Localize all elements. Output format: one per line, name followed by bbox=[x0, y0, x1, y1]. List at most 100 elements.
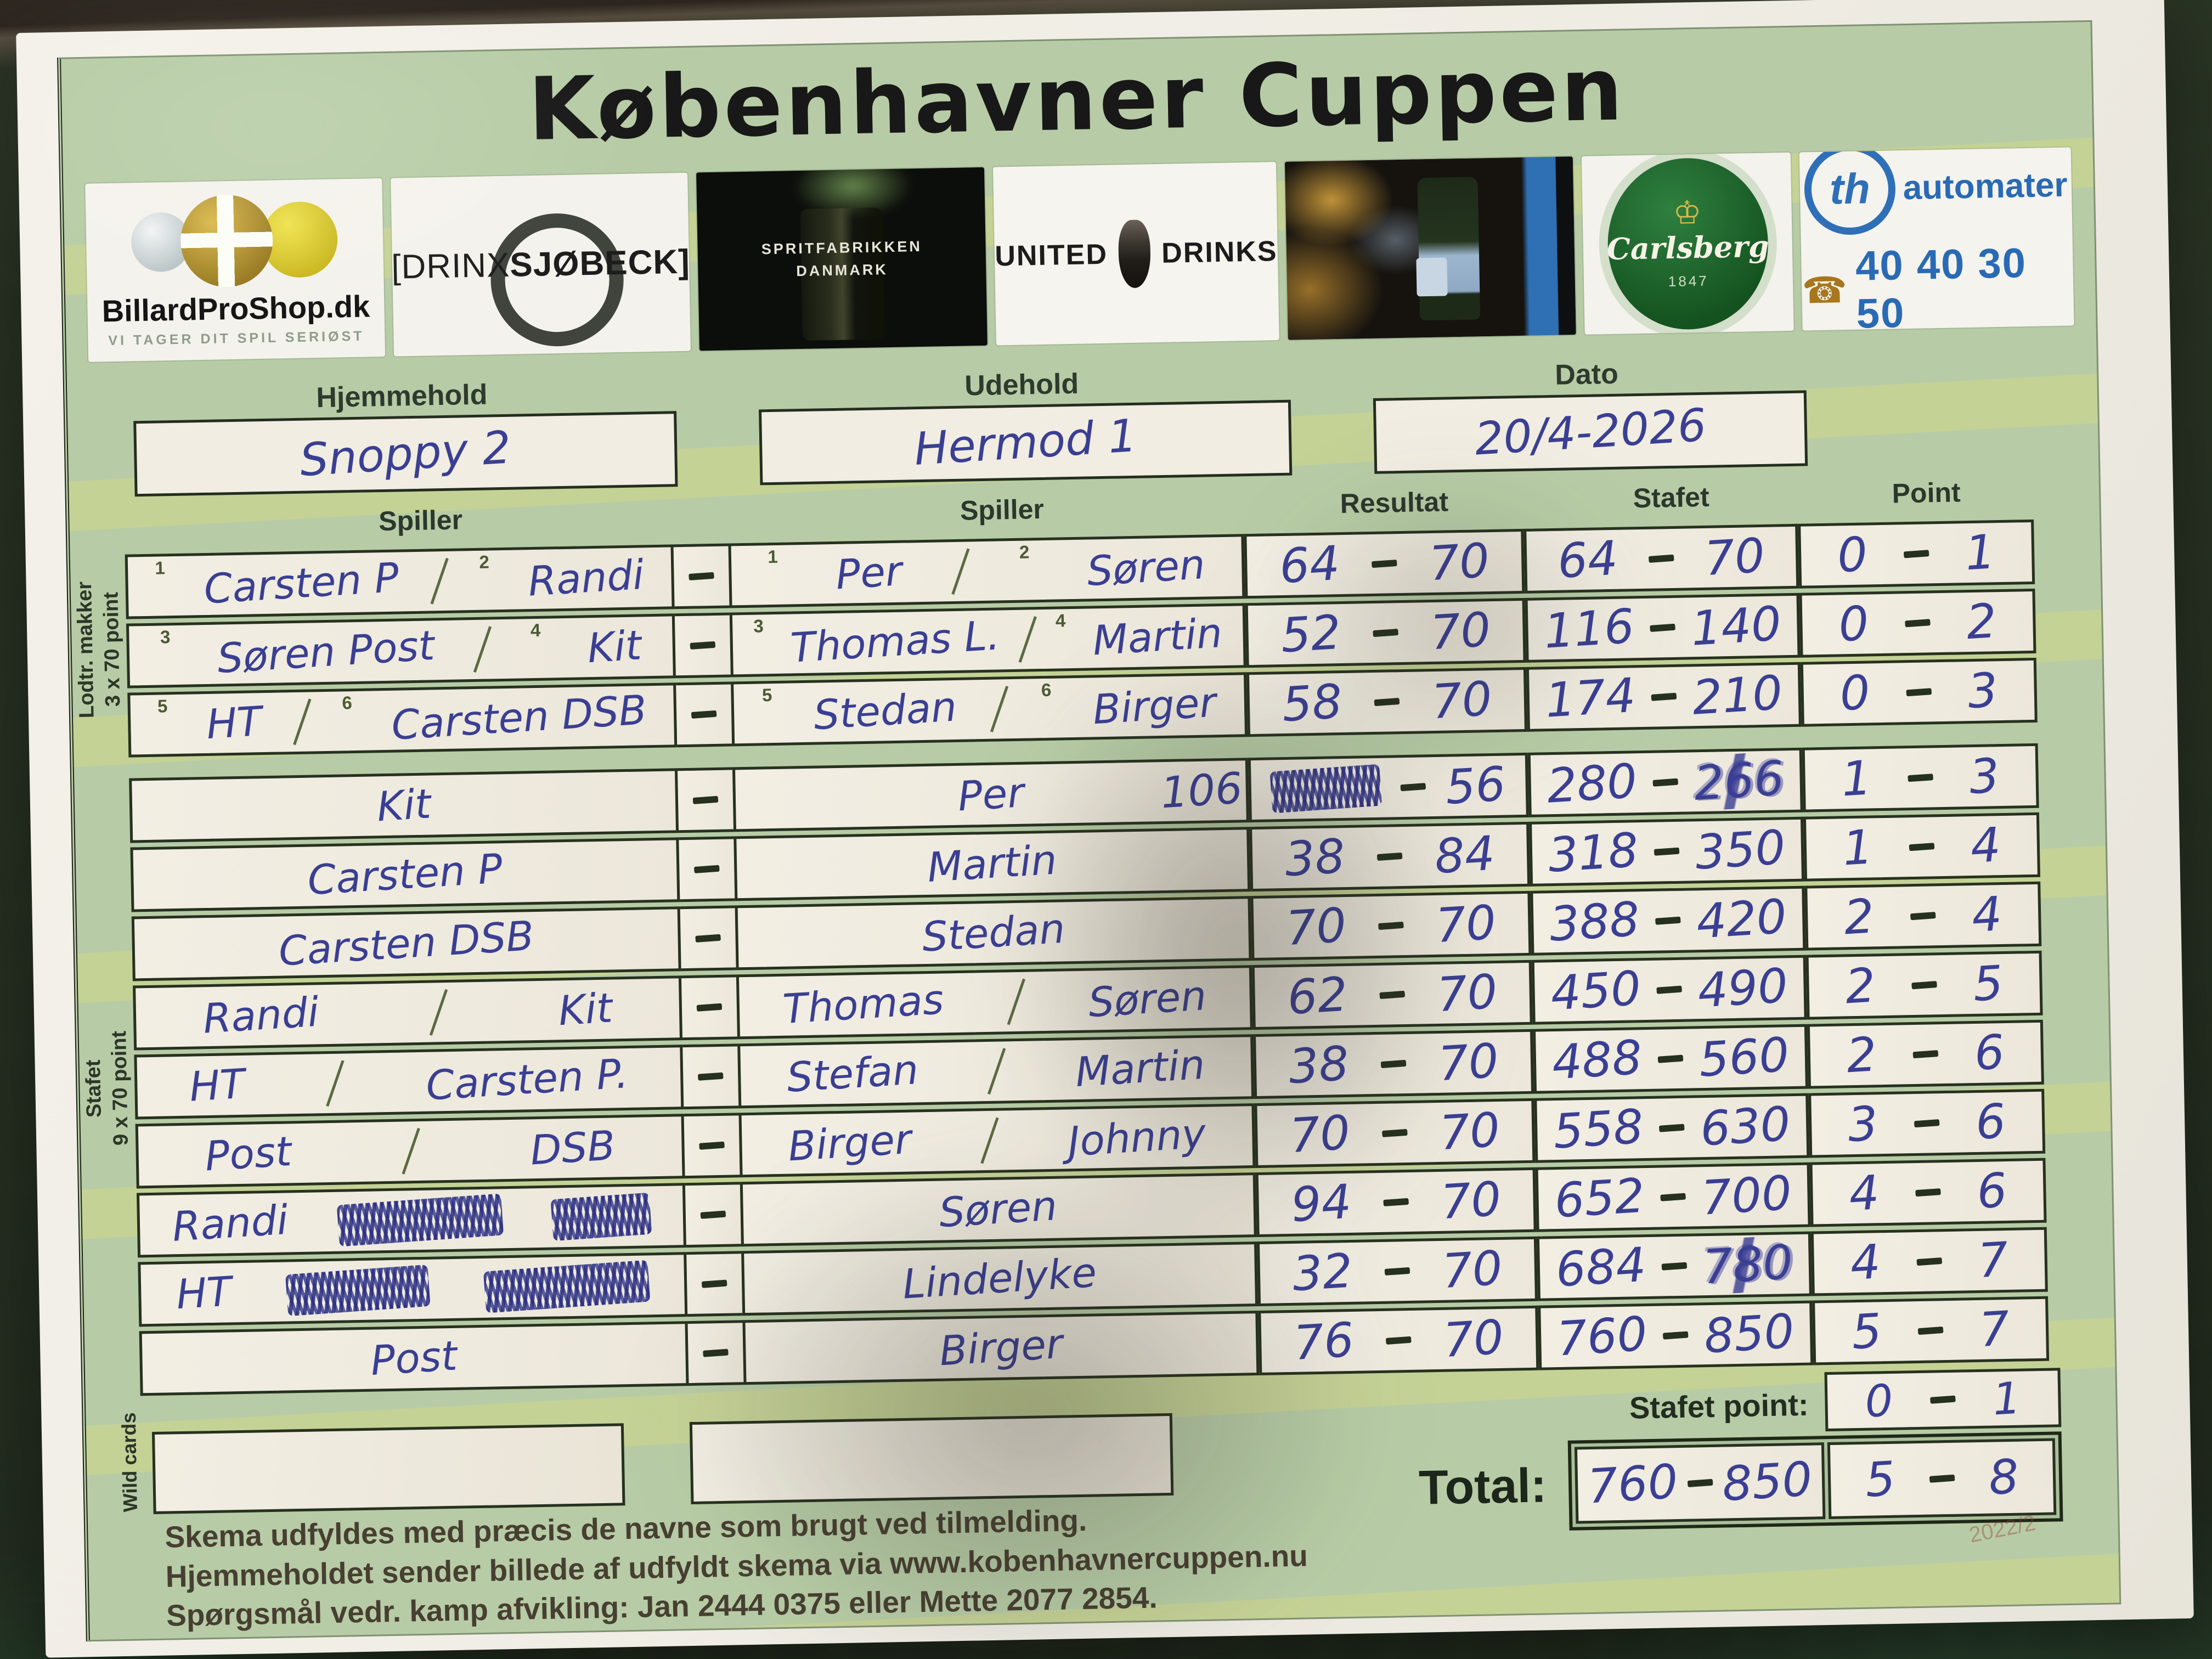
column-header-point: Point bbox=[1892, 477, 1961, 509]
ink-text: 850 bbox=[1702, 1304, 1796, 1364]
pair-number: 2 bbox=[1019, 541, 1030, 562]
player-cell-away: Lindelyke bbox=[741, 1242, 1259, 1316]
stafet-cell: 450 490 bbox=[1531, 955, 1807, 1025]
resultat-cell: 64 70 bbox=[1244, 528, 1525, 599]
printed-dash bbox=[1915, 1188, 1941, 1197]
ink-text: Carsten P. bbox=[424, 1050, 630, 1110]
ink-text: 488 bbox=[1550, 1030, 1644, 1091]
sponsor-name: SPRITFABRIKKEN bbox=[761, 238, 923, 258]
printed-dash bbox=[1658, 1124, 1685, 1132]
printed-slash bbox=[951, 548, 970, 595]
ink-text: 116 bbox=[1542, 599, 1636, 659]
ink-text: Kit bbox=[375, 780, 432, 831]
printed-slash bbox=[1018, 616, 1037, 663]
printed-dash bbox=[690, 641, 716, 650]
ink-text: Stefan bbox=[785, 1046, 920, 1102]
printed-dash bbox=[1930, 1395, 1956, 1404]
printed-slash bbox=[1007, 978, 1025, 1025]
ink-text: Carsten DSB bbox=[277, 912, 535, 975]
printed-dash bbox=[1374, 697, 1400, 707]
printed-dash bbox=[1656, 985, 1683, 994]
ink-text: Randi bbox=[527, 551, 646, 606]
stafet-cell: 280 266 bbox=[1527, 747, 1803, 817]
stafet-point-home: 0 bbox=[1863, 1374, 1895, 1427]
printed-slash bbox=[293, 698, 312, 746]
ink-text: Thomas bbox=[781, 976, 945, 1034]
sponsor-drinxsjobeck: [DRINXSJØBECK] bbox=[391, 172, 691, 357]
ink-text: Søren bbox=[1086, 540, 1207, 596]
total-point-cell: 5 8 bbox=[1827, 1438, 2057, 1520]
printed-dash bbox=[1906, 688, 1932, 697]
printed-slash bbox=[326, 1060, 345, 1107]
ink-text: 58 bbox=[1280, 674, 1344, 733]
ink-text: 140 bbox=[1689, 596, 1783, 657]
ink-text: 4 bbox=[1848, 1234, 1882, 1291]
ink-text: 2 bbox=[1842, 889, 1876, 946]
printed-dash bbox=[693, 865, 720, 873]
ink-text: Søren Post bbox=[216, 622, 436, 683]
ink-text: 62 bbox=[1285, 967, 1349, 1026]
ink-text: 56 bbox=[1444, 757, 1508, 815]
printed-dash bbox=[1909, 843, 1935, 851]
printed-dash bbox=[1651, 692, 1677, 701]
player-cell-away: Thomas Søren bbox=[736, 965, 1253, 1040]
printed-dash bbox=[1378, 921, 1404, 930]
player-cell-home: 1 Carsten P 2 Randi bbox=[125, 544, 675, 619]
dato-field: 20/4-2026 bbox=[1373, 390, 1808, 474]
dato-label: Dato bbox=[1554, 358, 1619, 391]
phone-icon: ☎ bbox=[1802, 269, 1848, 311]
player-cell-away: 1 Per 2 Søren bbox=[728, 534, 1245, 608]
ink-text: 7 bbox=[1976, 1232, 2010, 1289]
ink-text: HT bbox=[205, 698, 264, 749]
printed-dash-cell bbox=[687, 1320, 744, 1386]
player-cell-home: Randi bbox=[136, 1183, 686, 1258]
ink-scribble bbox=[550, 1192, 652, 1242]
sponsor-strip: BillardProShop.dk VI TAGER DIT SPIL SERI… bbox=[85, 147, 2074, 362]
ink-text: Kit bbox=[557, 984, 614, 1035]
ink-text: Søren bbox=[938, 1182, 1059, 1237]
resultat-cell: 38 70 bbox=[1253, 1029, 1534, 1099]
bottle-photo-icon bbox=[1417, 177, 1481, 321]
ink-scribble bbox=[285, 1265, 431, 1317]
ink-text: 3 bbox=[1846, 1096, 1880, 1153]
printed-dash bbox=[1929, 1474, 1955, 1483]
ink-text: 84 bbox=[1432, 826, 1497, 885]
printed-dash-cell bbox=[686, 1251, 743, 1317]
total-score-away: 850 bbox=[1720, 1452, 1814, 1513]
ink-text: Birger bbox=[787, 1115, 913, 1171]
player-cell-home: 3 Søren Post 4 Kit bbox=[126, 613, 676, 689]
udehold-field: Hermod 1 bbox=[758, 399, 1293, 486]
printed-dash bbox=[1376, 852, 1403, 861]
printed-slash bbox=[988, 1048, 1006, 1095]
pair-number: 4 bbox=[1055, 610, 1066, 631]
hjemmehold-value: Snoppy 2 bbox=[298, 421, 513, 487]
printed-slash bbox=[429, 989, 448, 1036]
pair-number: 3 bbox=[753, 616, 764, 636]
printed-dash bbox=[1916, 1257, 1943, 1266]
player-cell-home: Carsten DSB bbox=[131, 906, 681, 981]
ink-text: Carsten DSB bbox=[390, 686, 648, 749]
resultat-cell: 56 bbox=[1248, 752, 1529, 823]
printed-dash bbox=[1380, 1059, 1407, 1069]
ink-text: 6 bbox=[1972, 1024, 2006, 1082]
ink-text: 70 bbox=[1435, 964, 1499, 1023]
printed-dash-cell bbox=[680, 905, 736, 972]
ink-text: 38 bbox=[1283, 828, 1347, 888]
stafet-cell: 174 210 bbox=[1526, 662, 1802, 732]
total-score-cell: 760 850 bbox=[1574, 1442, 1826, 1524]
ink-text: Per bbox=[956, 769, 1025, 821]
player-cell-away: Stefan Martin bbox=[737, 1034, 1255, 1109]
wildcard-field-1 bbox=[151, 1423, 625, 1514]
printed-dash bbox=[1655, 916, 1681, 925]
player-cell-away: 3 Thomas L. 4 Martin bbox=[729, 603, 1246, 678]
stafet-cell: 318 350 bbox=[1528, 816, 1805, 887]
pair-number: 4 bbox=[530, 619, 541, 641]
ink-text: 450 bbox=[1549, 961, 1643, 1022]
ink-text: 70 bbox=[1442, 1310, 1505, 1369]
stafet-cell: 116 140 bbox=[1525, 592, 1801, 663]
